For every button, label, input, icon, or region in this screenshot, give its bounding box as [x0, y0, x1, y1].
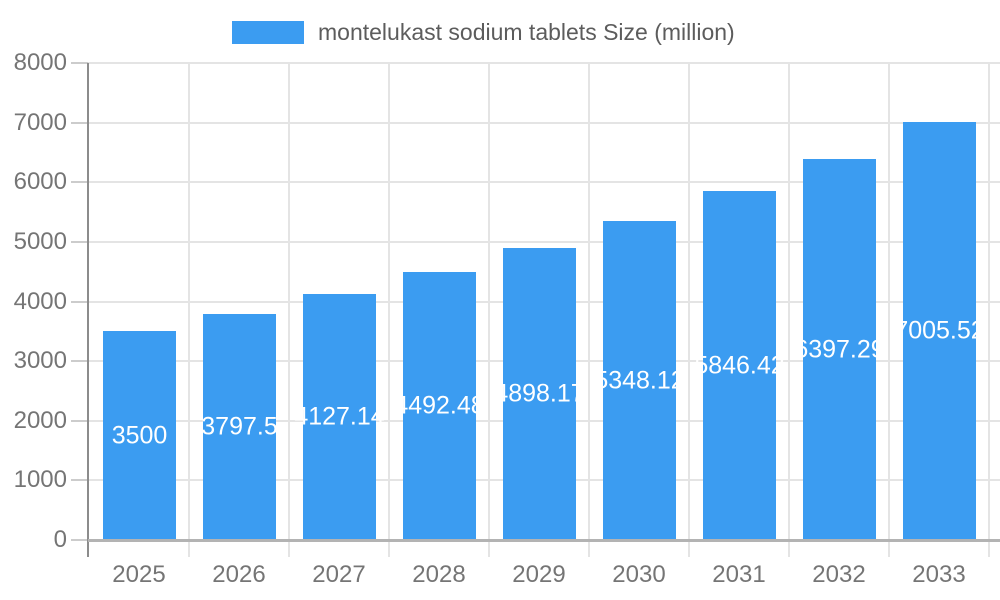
- bar-value-label: 5348.12: [594, 366, 685, 394]
- y-tick-mark: [71, 420, 88, 422]
- legend-label: montelukast sodium tablets Size (million…: [318, 19, 735, 45]
- x-gridline: [788, 63, 790, 540]
- y-axis-tick-label: 4000: [13, 288, 67, 315]
- x-axis-tick-label: 2025: [112, 561, 166, 588]
- x-tick-mark: [588, 540, 590, 557]
- bar-value-label: 4492.48: [394, 391, 485, 420]
- y-axis-tick-label: 3000: [13, 347, 67, 374]
- legend-swatch: [232, 21, 304, 44]
- bar-value-label: 5846.42: [694, 351, 785, 379]
- x-tick-mark: [388, 540, 390, 557]
- x-tick-mark: [988, 540, 990, 557]
- x-gridline: [988, 63, 990, 540]
- y-axis-tick-label: 6000: [13, 168, 67, 195]
- x-gridline: [188, 63, 190, 540]
- bar[interactable]: 4898.17: [494, 248, 585, 540]
- bar-value-label: 7005.52: [894, 316, 985, 345]
- y-axis-line: [87, 63, 89, 557]
- y-axis-tick-label: 1000: [13, 466, 67, 493]
- y-axis-tick-label: 5000: [13, 228, 67, 255]
- x-gridline: [888, 63, 890, 540]
- x-axis-tick-label: 2032: [812, 561, 866, 588]
- bar[interactable]: 3500: [103, 331, 176, 540]
- y-tick-mark: [71, 241, 88, 243]
- bar-value-label: 6397.29: [794, 335, 885, 363]
- y-tick-mark: [71, 360, 88, 362]
- bar[interactable]: 3797.5: [201, 314, 278, 540]
- y-axis-tick-label: 0: [53, 526, 67, 553]
- y-tick-mark: [71, 181, 88, 183]
- bar[interactable]: 4127.14: [294, 294, 385, 540]
- x-axis-tick-label: 2033: [912, 561, 966, 588]
- bar[interactable]: 5846.42: [694, 191, 785, 540]
- y-tick-mark: [71, 539, 88, 541]
- x-gridline: [388, 63, 390, 540]
- x-axis-tick-label: 2030: [612, 561, 666, 588]
- bar-value-label: 4898.17: [494, 379, 585, 408]
- bar-value-label: 3500: [111, 421, 168, 449]
- x-tick-mark: [288, 540, 290, 557]
- x-axis-tick-label: 2029: [512, 561, 566, 588]
- x-tick-mark: [188, 540, 190, 557]
- x-gridline: [488, 63, 490, 540]
- x-axis-tick-label: 2028: [412, 561, 466, 588]
- x-tick-mark: [688, 540, 690, 557]
- y-gridline: [88, 181, 1000, 183]
- bar[interactable]: 6397.29: [794, 159, 885, 540]
- y-gridline: [88, 241, 1000, 243]
- x-axis-tick-label: 2027: [312, 561, 366, 588]
- y-axis-tick-label: 8000: [13, 49, 67, 76]
- y-axis-tick-label: 7000: [13, 109, 67, 136]
- bar[interactable]: 4492.48: [394, 272, 485, 540]
- x-gridline: [288, 63, 290, 540]
- bar[interactable]: 7005.52: [894, 122, 985, 540]
- x-tick-mark: [788, 540, 790, 557]
- x-axis-line: [88, 539, 1000, 542]
- bar-value-label: 3797.5: [201, 412, 278, 441]
- x-axis-tick-label: 2026: [212, 561, 266, 588]
- y-tick-mark: [71, 122, 88, 124]
- legend[interactable]: montelukast sodium tablets Size (million…: [232, 21, 735, 44]
- y-tick-mark: [71, 479, 88, 481]
- y-gridline: [88, 122, 1000, 124]
- bar-value-label: 4127.14: [294, 402, 385, 431]
- x-axis-tick-label: 2031: [712, 561, 766, 588]
- y-gridline: [88, 62, 1000, 64]
- x-tick-mark: [488, 540, 490, 557]
- x-gridline: [588, 63, 590, 540]
- x-tick-mark: [888, 540, 890, 557]
- y-tick-mark: [71, 62, 88, 64]
- y-axis-tick-label: 2000: [13, 407, 67, 434]
- bar[interactable]: 5348.12: [594, 221, 685, 540]
- x-gridline: [688, 63, 690, 540]
- y-tick-mark: [71, 301, 88, 303]
